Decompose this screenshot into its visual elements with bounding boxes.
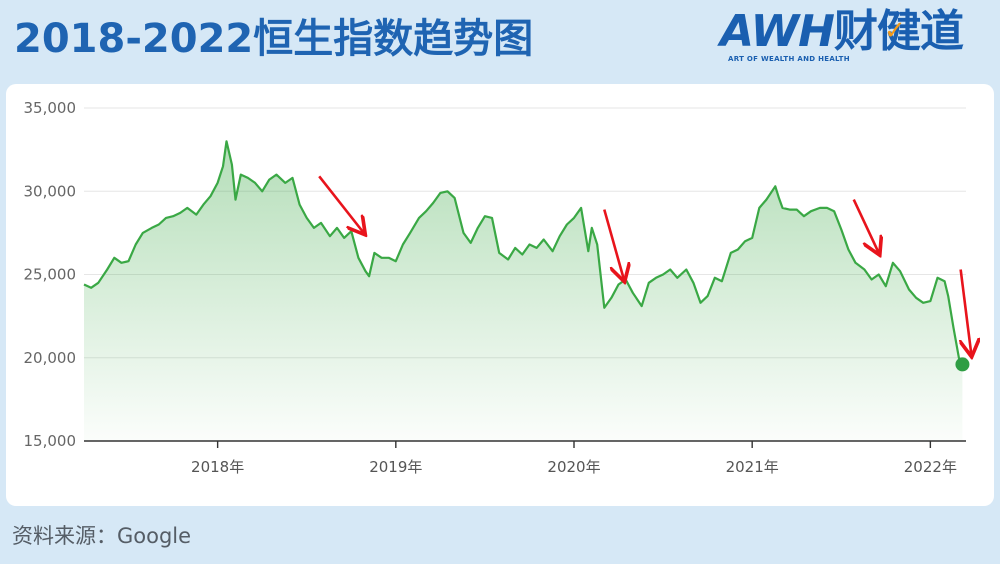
chart-card: 15,000 20,000 25,000 30,000 35,000 2018年 2019… [6,84,994,506]
logo-brand-latin: AWH [720,6,835,57]
checkmark-icon: ✓ [884,16,906,46]
end-marker-layer [955,357,970,372]
x-tick-label: 2019年 [369,458,422,476]
x-axis [84,440,966,448]
y-tick-label: 15,000 [24,432,77,450]
series-path [83,140,964,365]
logo-tagline: ART OF WEALTH AND HEALTH [728,55,850,63]
x-tick-label: 2022年 [904,458,957,476]
annotation-arrows [318,175,972,355]
logo-wordmark: AWH财健道 [720,6,964,58]
x-tick-label: 2020年 [547,458,600,476]
brand-logo: AWH财健道 ✓ ART OF WEALTH AND HEALTH [720,6,982,66]
page-title: 2018-2022恒生指数趋势图 [14,16,534,62]
y-tick-label: 25,000 [24,266,77,284]
series-line [83,140,964,365]
y-tick-labels: 15,000 20,000 25,000 30,000 35,000 [24,99,77,450]
y-tick-label: 20,000 [24,349,77,367]
x-tick-label: 2021年 [726,458,779,476]
down-arrow-icon [603,209,624,280]
x-tick-labels: 2018年 2019年 2020年 2021年 2022年 [191,458,957,476]
down-arrow-icon [852,199,879,253]
x-tick-label: 2018年 [191,458,244,476]
logo-brand-cn: 财健道 [834,6,964,57]
down-arrow-icon [318,175,364,233]
end-point-marker [955,357,970,372]
source-note: 资料来源：Google [12,524,192,548]
chart-svg: 15,000 20,000 25,000 30,000 35,000 2018年 2019… [24,99,994,476]
area-path [84,141,963,442]
y-tick-label: 30,000 [24,182,77,200]
area-fill [84,141,963,442]
y-tick-label: 35,000 [24,99,77,117]
down-arrow-icon [961,269,972,355]
